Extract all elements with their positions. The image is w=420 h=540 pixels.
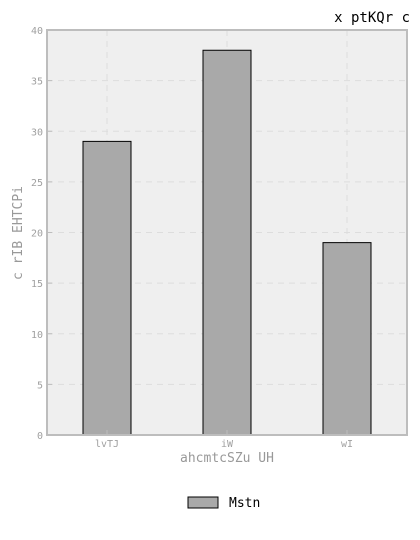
y-tick-label: 20 <box>31 229 43 240</box>
bar-iW <box>202 49 252 436</box>
y-axis-ticks: 0 5 10 15 20 25 30 35 40 <box>31 26 52 442</box>
chart-title: x ptKQr c <box>334 10 410 26</box>
y-tick-label: 35 <box>31 77 43 88</box>
x-axis-label: ahcmtcSZu UH <box>180 451 274 466</box>
bars <box>82 49 372 436</box>
legend-swatch <box>187 496 219 509</box>
x-tick-label: iW <box>221 439 234 450</box>
y-tick-label: 15 <box>31 279 43 290</box>
y-tick-label: 40 <box>31 26 43 37</box>
y-axis-label: c rIB EHTCPi <box>11 186 26 280</box>
legend-label: Mstn <box>229 496 260 511</box>
y-tick-label: 30 <box>31 127 43 138</box>
x-tick-label: wI <box>341 439 353 450</box>
legend: Mstn <box>187 496 260 511</box>
x-axis-ticks: lvTJ iW wI <box>95 430 353 450</box>
y-tick-label: 10 <box>31 330 43 341</box>
y-tick-label: 5 <box>37 380 43 391</box>
bar-wI <box>322 242 372 436</box>
y-tick-label: 0 <box>37 431 43 442</box>
bar-lvTJ <box>82 140 132 436</box>
y-tick-label: 25 <box>31 178 43 189</box>
x-tick-label: lvTJ <box>95 439 119 450</box>
